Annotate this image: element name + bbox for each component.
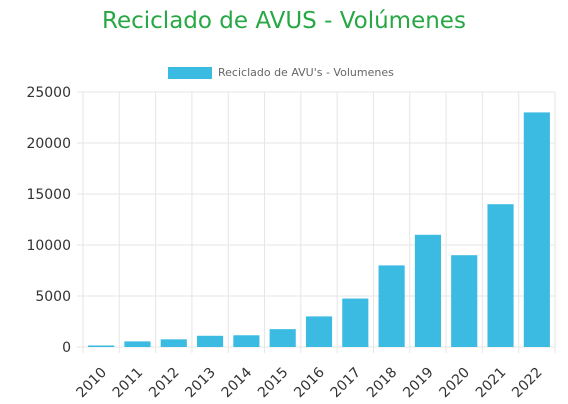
bar-2021[interactable] (487, 204, 514, 347)
y-tick-labels: 0 5000 10000 15000 20000 25000 (26, 85, 71, 356)
bar-2012[interactable] (160, 339, 187, 347)
x-tick-label: 2018 (364, 365, 401, 402)
bar-2014[interactable] (233, 335, 260, 347)
y-tick-label: 10000 (26, 238, 71, 254)
bar-2010[interactable] (88, 345, 115, 347)
bars (88, 112, 550, 348)
bar-2017[interactable] (342, 298, 369, 347)
x-tick-label: 2019 (400, 365, 437, 402)
x-tick-label: 2020 (437, 365, 474, 402)
x-tick-label: 2017 (328, 365, 365, 402)
bar-2018[interactable] (378, 265, 405, 347)
x-tick-label: 2013 (182, 365, 219, 402)
chart-title: Reciclado de AVUS - Volúmenes (102, 8, 466, 34)
legend-swatch (168, 66, 212, 79)
x-tick-label: 2016 (291, 364, 328, 401)
legend-label: Reciclado de AVU's - Volumenes (218, 66, 394, 79)
legend[interactable]: Reciclado de AVU's - Volumenes (168, 66, 394, 79)
y-tick-label: 0 (62, 340, 71, 356)
bar-2019[interactable] (414, 234, 441, 347)
x-tick-label: 2015 (255, 365, 292, 402)
x-tick-label: 2014 (219, 364, 256, 401)
bar-2020[interactable] (451, 255, 478, 347)
x-tick-labels: 2010 2011 2012 2013 2014 2015 2016 2017 2018 2019… (73, 364, 545, 401)
bar-2016[interactable] (305, 316, 333, 347)
y-tick-label: 25000 (26, 85, 71, 101)
x-tick-label: 2022 (509, 365, 546, 402)
x-tick-label: 2010 (73, 365, 110, 402)
bar-2022[interactable] (523, 112, 550, 348)
bar-2015[interactable] (269, 329, 296, 347)
x-tick-label: 2011 (110, 365, 147, 402)
y-tick-label: 5000 (35, 289, 71, 305)
x-tick-label: 2012 (146, 365, 183, 402)
x-tick-label: 2021 (473, 365, 510, 402)
grid-lines (77, 91, 556, 353)
y-tick-label: 15000 (26, 187, 71, 203)
bar-2013[interactable] (197, 335, 224, 347)
bar-2011[interactable] (124, 341, 151, 347)
y-tick-label: 20000 (26, 136, 71, 152)
